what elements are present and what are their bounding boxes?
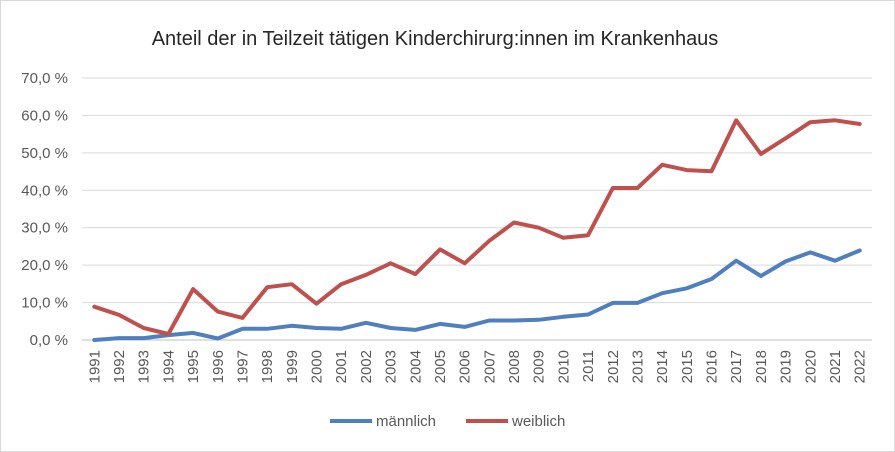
x-tick-label: 2003 <box>383 350 400 383</box>
x-tick-label: 2022 <box>852 350 869 383</box>
x-tick-label: 2018 <box>753 350 770 383</box>
x-tick-label: 1996 <box>210 350 227 383</box>
y-tick-label: 0,0 % <box>30 332 68 349</box>
x-tick-label: 2017 <box>728 350 745 383</box>
x-tick-label: 2020 <box>802 350 819 383</box>
x-tick-label: 2014 <box>654 350 671 383</box>
x-tick-label: 1992 <box>111 350 128 383</box>
series-line-weiblich <box>92 118 862 336</box>
x-tick-label: 2016 <box>704 350 721 383</box>
series-line-männlich <box>92 248 862 342</box>
x-tick-label: 2010 <box>555 350 572 383</box>
x-tick-label: 2008 <box>506 350 523 383</box>
y-tick-label: 20,0 % <box>21 257 68 274</box>
x-tick-label: 2007 <box>481 350 498 383</box>
series-lines <box>92 118 862 342</box>
y-tick-label: 30,0 % <box>21 220 68 237</box>
x-tick-label: 2000 <box>309 350 326 383</box>
x-tick-label: 2012 <box>605 350 622 383</box>
x-tick-label: 2009 <box>531 350 548 383</box>
legend-label: männlich <box>376 413 436 430</box>
x-tick-label: 2021 <box>827 350 844 383</box>
y-tick-label: 70,0 % <box>21 70 68 87</box>
x-tick-label: 2006 <box>457 350 474 383</box>
legend: männlich weiblich <box>330 413 565 430</box>
x-tick-label: 2005 <box>432 350 449 383</box>
legend-label: weiblich <box>511 413 565 430</box>
x-tick-label: 1997 <box>234 350 251 383</box>
x-tick-label: 2004 <box>407 350 424 383</box>
y-tick-label: 40,0 % <box>21 182 68 199</box>
y-tick-label: 60,0 % <box>21 107 68 124</box>
x-tick-label: 1991 <box>86 350 103 383</box>
x-tick-label: 2001 <box>333 350 350 383</box>
x-axis-ticks: 1991 1992 1993 1994 1995 1996 1997 1998 1999 2000… <box>86 350 868 383</box>
x-tick-label: 2019 <box>778 350 795 383</box>
x-tick-label: 2002 <box>358 350 375 383</box>
x-tick-label: 1993 <box>136 350 153 383</box>
x-tick-label: 1998 <box>259 350 276 383</box>
x-tick-label: 2011 <box>580 350 597 382</box>
x-tick-label: 1994 <box>160 350 177 383</box>
x-tick-label: 2013 <box>629 350 646 383</box>
y-axis-ticks: 0,0 % 10,0 % 20,0 % 30,0 % 40,0 % 50,0 % 60,0 … <box>21 70 68 349</box>
y-tick-label: 50,0 % <box>21 145 68 162</box>
x-tick-label: 1995 <box>185 350 202 383</box>
x-tick-label: 1999 <box>284 350 301 383</box>
x-tick-label: 2015 <box>679 350 696 383</box>
gridlines <box>82 77 872 341</box>
chart-title: Anteil der in Teilzeit tätigen Kinderchi… <box>151 28 719 50</box>
y-tick-label: 10,0 % <box>21 295 68 312</box>
